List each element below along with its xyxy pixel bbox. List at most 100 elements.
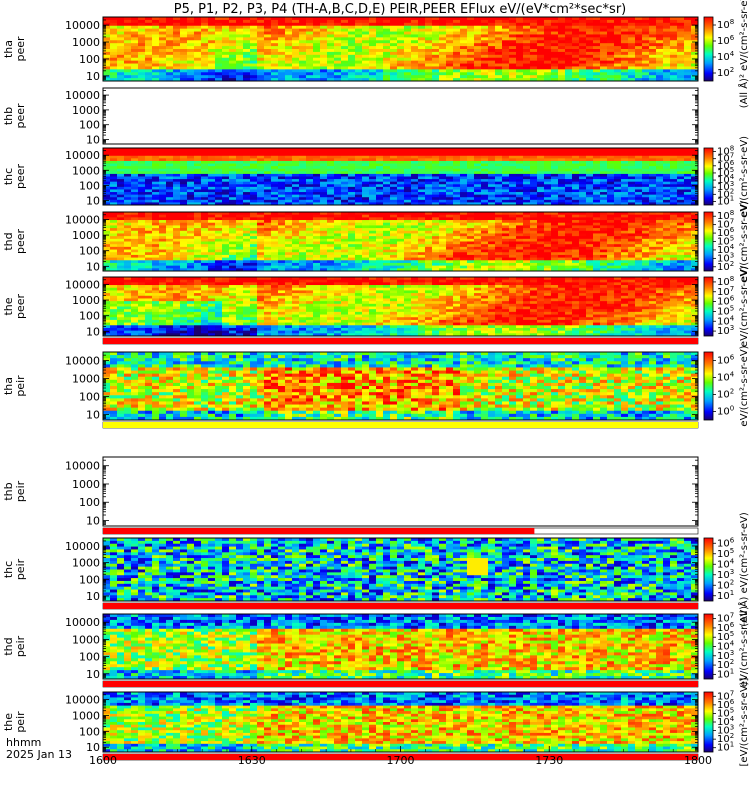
spectrogram-cell bbox=[103, 225, 111, 229]
spectrogram-cell bbox=[215, 17, 223, 21]
spectrogram-cell bbox=[159, 236, 167, 240]
spectrogram-cell bbox=[649, 49, 657, 53]
spectrogram-cell bbox=[418, 192, 426, 196]
spectrogram-cell bbox=[285, 150, 293, 154]
spectrogram-cell bbox=[187, 166, 195, 170]
spectrogram-cell bbox=[383, 179, 391, 183]
spectrogram-cell bbox=[369, 225, 377, 229]
spectrogram-cell bbox=[180, 189, 188, 193]
spectrogram-image bbox=[103, 148, 699, 206]
spectrogram-cell bbox=[131, 155, 139, 159]
spectrogram-cell bbox=[418, 51, 426, 56]
spectrogram-cell bbox=[684, 155, 692, 159]
spectrogram-cell bbox=[285, 189, 293, 193]
spectrogram-cell bbox=[264, 230, 272, 234]
spectrogram-cell bbox=[691, 192, 699, 196]
spectrogram-cell bbox=[572, 155, 580, 159]
spectrogram-cell bbox=[362, 202, 370, 206]
spectrogram-cell bbox=[117, 202, 125, 206]
spectrogram-cell bbox=[656, 43, 664, 47]
spectrogram-cell bbox=[313, 252, 321, 256]
spectrogram-cell bbox=[264, 69, 272, 73]
spectrogram-cell bbox=[635, 46, 643, 50]
spectrogram-cell bbox=[117, 184, 125, 188]
spectrogram-cell bbox=[649, 194, 657, 198]
spectrogram-cell bbox=[411, 63, 419, 67]
spectrogram-cell bbox=[215, 181, 223, 185]
spectrogram-cell bbox=[642, 192, 650, 196]
spectrogram-cell bbox=[145, 171, 153, 175]
spectrogram-cell bbox=[299, 241, 307, 245]
spectrogram-cell bbox=[201, 75, 209, 79]
spectrogram-cell bbox=[474, 163, 482, 167]
spectrogram-cell bbox=[593, 176, 601, 180]
spectrogram-cell bbox=[313, 202, 321, 206]
spectrogram-cell bbox=[502, 155, 510, 159]
spectrogram-cell bbox=[586, 69, 594, 73]
spectrogram-cell bbox=[159, 46, 167, 50]
spectrogram-cell bbox=[418, 54, 426, 59]
spectrogram-cell bbox=[285, 225, 293, 229]
spectrogram-cell bbox=[439, 168, 447, 172]
spectrogram-cell bbox=[124, 238, 132, 242]
spectrogram-cell bbox=[201, 194, 209, 198]
spectrogram-cell bbox=[341, 246, 349, 250]
spectrogram-cell bbox=[691, 153, 699, 157]
spectrogram-cell bbox=[656, 54, 664, 59]
spectrogram-cell bbox=[243, 254, 251, 258]
spectrogram-cell bbox=[271, 249, 279, 253]
spectrogram-cell bbox=[600, 173, 608, 177]
spectrogram-cell bbox=[572, 46, 580, 50]
spectrogram-cell bbox=[614, 19, 622, 24]
spectrogram-cell bbox=[243, 262, 251, 267]
spectrogram-cell bbox=[229, 150, 237, 154]
spectrogram-cell bbox=[656, 25, 664, 30]
spectrogram-cell bbox=[117, 155, 125, 159]
spectrogram-cell bbox=[222, 179, 230, 183]
spectrogram-cell bbox=[103, 148, 111, 151]
spectrogram-cell bbox=[117, 17, 125, 21]
spectrogram-cell bbox=[180, 168, 188, 172]
spectrogram-cell bbox=[292, 260, 300, 264]
spectrogram-cell bbox=[173, 69, 181, 73]
spectrogram-cell bbox=[649, 54, 657, 59]
spectrogram-cell bbox=[341, 222, 349, 226]
spectrogram-cell bbox=[488, 54, 496, 59]
spectrogram-cell bbox=[649, 31, 657, 35]
spectrogram-cell bbox=[390, 57, 398, 62]
spectrogram-cell bbox=[334, 194, 342, 198]
spectrogram-cell bbox=[376, 189, 384, 193]
spectrogram-cell bbox=[355, 246, 363, 250]
spectrogram-cell bbox=[544, 184, 552, 188]
spectrogram-cell bbox=[418, 160, 426, 164]
spectrogram-cell bbox=[516, 173, 524, 177]
spectrogram-cell bbox=[117, 199, 125, 203]
spectrogram-cell bbox=[369, 238, 377, 242]
spectrogram-cell bbox=[320, 46, 328, 50]
spectrogram-cell bbox=[467, 158, 475, 162]
spectrogram-cell bbox=[663, 176, 671, 180]
spectrogram-cell bbox=[187, 153, 195, 157]
spectrogram-cell bbox=[523, 202, 531, 206]
spectrogram-cell bbox=[502, 46, 510, 50]
spectrogram-cell bbox=[271, 238, 279, 242]
spectrogram-cell bbox=[369, 69, 377, 73]
spectrogram-cell bbox=[110, 214, 118, 218]
spectrogram-cell bbox=[236, 75, 244, 79]
spectrogram-cell bbox=[355, 228, 363, 232]
spectrogram-cell bbox=[649, 63, 657, 67]
spectrogram-cell bbox=[103, 236, 111, 240]
spectrogram-cell bbox=[313, 66, 321, 70]
spectrogram-cell bbox=[110, 31, 118, 35]
spectrogram-cell bbox=[306, 40, 314, 44]
spectrogram-cell bbox=[411, 252, 419, 256]
spectrogram-cell bbox=[264, 72, 272, 76]
spectrogram-cell bbox=[292, 181, 300, 185]
spectrogram-cell bbox=[138, 228, 146, 232]
spectrogram-cell bbox=[145, 257, 153, 261]
spectrogram-cell bbox=[376, 66, 384, 70]
spectrogram-cell bbox=[397, 192, 405, 196]
spectrogram-cell bbox=[453, 54, 461, 59]
spectrogram-cell bbox=[222, 163, 230, 167]
spectrogram-cell bbox=[243, 228, 251, 232]
